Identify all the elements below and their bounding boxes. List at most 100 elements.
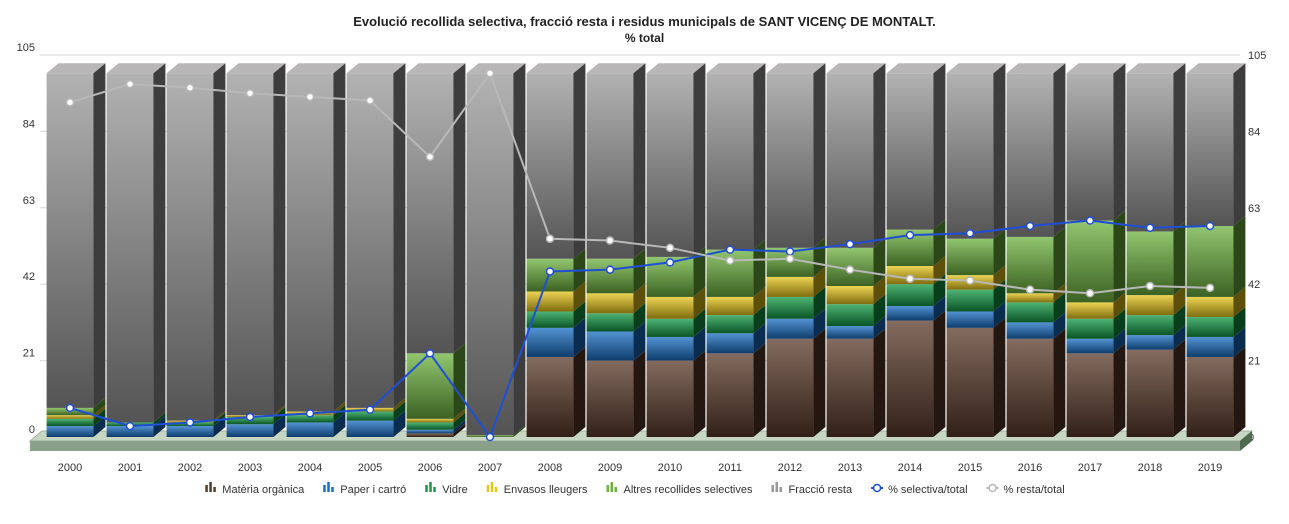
legend-label: Paper i cartró	[340, 484, 406, 496]
bar-side	[1113, 343, 1126, 437]
x-tick-label: 2012	[778, 462, 802, 474]
bar-2006-Envasos lleugers	[406, 418, 454, 423]
bar-top	[346, 63, 406, 74]
point-2005-% selectiva/total	[365, 405, 375, 414]
x-tick-label: 2006	[418, 462, 442, 474]
point-2013-% resta/total	[845, 265, 855, 274]
chart-subtitle: % total	[624, 31, 665, 45]
bar-2008-Envasos lleugers	[526, 291, 574, 312]
legend-swatch	[429, 482, 432, 492]
y-tick-label-left: 21	[23, 348, 35, 360]
bar-top	[526, 63, 586, 74]
bar-2009-Vidre	[586, 313, 634, 332]
bar-side	[93, 416, 106, 437]
bar-2001-Fracció resta	[106, 73, 154, 423]
bar-2006-Vidre	[406, 422, 454, 430]
legend-swatch	[779, 487, 783, 492]
bar-2014-Paper i cartró	[886, 306, 934, 321]
bar-2011-Matèria orgànica	[706, 353, 754, 437]
bar-2005-Paper i cartró	[346, 420, 394, 437]
bar-2016-Fracció resta	[1006, 73, 1054, 237]
bar-side	[693, 246, 706, 297]
bar-top	[1126, 63, 1186, 74]
x-tick-label: 2004	[298, 462, 322, 474]
bar-2004-Fracció resta	[286, 73, 334, 412]
bar-top	[406, 63, 466, 74]
bar-side	[213, 63, 226, 421]
x-tick-label: 2011	[718, 462, 742, 474]
bar-2011-Fracció resta	[706, 73, 754, 250]
point-2001-% resta/total	[125, 79, 135, 89]
point-2011-% selectiva/total	[725, 245, 735, 254]
bar-side	[393, 401, 406, 421]
bar-top	[766, 63, 826, 74]
bar-side	[333, 63, 346, 412]
bar-side	[633, 63, 646, 259]
bar-2011-Envasos lleugers	[706, 296, 754, 316]
bar-top	[106, 63, 166, 74]
bar-side	[693, 286, 706, 319]
bar-2010-Envasos lleugers	[646, 296, 694, 319]
bar-side	[573, 301, 586, 328]
bar-2004-Vidre	[286, 415, 334, 423]
legend-item: Paper i cartró	[323, 482, 406, 496]
bar-2017-Matèria orgànica	[1066, 353, 1114, 437]
x-tick-label: 2010	[658, 462, 682, 474]
bar-top	[1006, 63, 1066, 74]
bar-side	[153, 63, 166, 423]
bar-2019-Paper i cartró	[1186, 336, 1234, 357]
bar-2006-Matèria orgànica	[406, 433, 454, 437]
bar-2014-Vidre	[886, 284, 934, 307]
bar-side	[1173, 339, 1186, 437]
y-tick-label-left: 105	[17, 42, 35, 54]
bar-2012-Matèria orgànica	[766, 338, 814, 437]
legend-label: Fracció resta	[789, 484, 853, 496]
line-% resta/total	[69, 71, 1211, 295]
bar-2000-Paper i cartró	[46, 426, 94, 437]
bar-side	[693, 326, 706, 361]
bar-side	[1113, 308, 1126, 339]
bar-2013-Envasos lleugers	[826, 286, 874, 305]
x-tick-label: 2000	[58, 462, 82, 474]
x-tick-label: 2003	[238, 462, 262, 474]
bar-2015-Vidre	[946, 289, 994, 312]
bar-2017-Fracció resta	[1066, 73, 1114, 221]
bar-top	[46, 63, 106, 74]
bar-2018-Fracció resta	[1126, 73, 1174, 232]
legend-label: % resta/total	[1004, 484, 1065, 496]
bar-side	[453, 408, 466, 423]
bar-top	[1066, 63, 1126, 74]
bar-side	[813, 266, 826, 297]
bar-top	[1186, 63, 1246, 74]
bar-top	[706, 63, 766, 74]
bar-2011-Paper i cartró	[706, 333, 754, 354]
x-tick-label: 2015	[958, 462, 982, 474]
bar-top	[286, 63, 346, 74]
bar-2016-Paper i cartró	[1006, 322, 1054, 339]
legend-swatch	[425, 485, 428, 492]
point-2001-% selectiva/total	[125, 421, 135, 431]
bar-side	[573, 63, 586, 259]
bar-side	[933, 219, 946, 267]
bar-2008-Fracció resta	[526, 73, 574, 259]
bar-side	[993, 265, 1006, 290]
legend-swatch	[205, 485, 208, 492]
bar-side	[1173, 221, 1186, 296]
bar-side	[633, 350, 646, 437]
bar-side	[753, 63, 766, 250]
y-tick-label-right: 105	[1248, 50, 1266, 62]
bar-2017-Altres recollides selectives	[1066, 220, 1114, 303]
bar-top	[166, 63, 226, 74]
x-tick-label: 2017	[1078, 462, 1102, 474]
chart-floor-side	[1240, 431, 1252, 451]
bar-2012-Fracció resta	[766, 73, 814, 248]
bar-2002-Fracció resta	[166, 73, 214, 421]
bar-side	[993, 63, 1006, 239]
bar-2010-Fracció resta	[646, 73, 694, 257]
bar-side	[453, 419, 466, 434]
x-tick-label: 2009	[598, 462, 622, 474]
x-tick-label: 2014	[898, 462, 922, 474]
point-2008-% selectiva/total	[545, 267, 555, 276]
bar-2019-Vidre	[1186, 316, 1234, 337]
